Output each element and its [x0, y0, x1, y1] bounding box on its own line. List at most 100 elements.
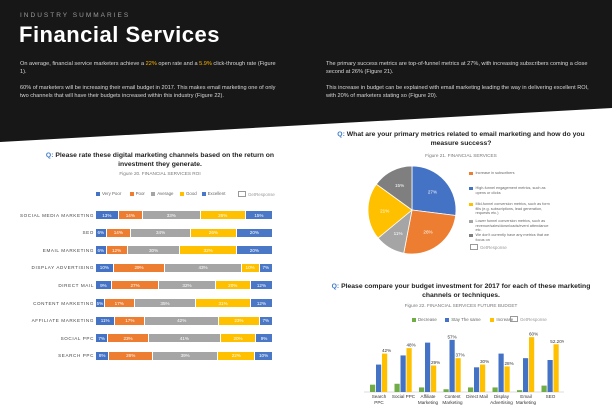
budget-bar: [431, 365, 437, 392]
legend-swatch: [469, 171, 473, 175]
roi-bar-segment: 6%: [96, 246, 107, 255]
roi-bar-segment: 26%: [191, 228, 237, 237]
roi-bar-segment: 10%: [255, 351, 272, 360]
roi-legend-item: Very Poor: [96, 191, 121, 196]
roi-bar-segment: 27%: [111, 281, 160, 290]
budget-x-label: Social PPC: [391, 394, 416, 399]
legend-label: Very Poor: [102, 191, 122, 196]
budget-legend-item: Decrease: [412, 317, 437, 322]
legend-swatch: [180, 191, 184, 196]
roi-bar-segment: 14%: [106, 228, 132, 237]
roi-category-label: SOCIAL MEDIA MARKETING: [19, 212, 94, 218]
roi-category-label: DIRECT MAIL: [58, 282, 94, 288]
metrics-question: Q: What are your primary metrics related…: [337, 131, 585, 147]
budget-data-label: 57%: [447, 334, 456, 339]
roi-bar-segment: 17%: [115, 316, 146, 325]
roi-bar-segment: 6%: [96, 228, 107, 237]
budget-chart: 42% 48% 29% 57% 37% 30% 28% 60% 52.20%: [364, 332, 564, 393]
pie-slice: [367, 183, 413, 239]
getresponse-icon: [510, 316, 518, 322]
legend-label: We don't currently have any metrics that…: [475, 233, 549, 242]
roi-bar-segment: 39%: [152, 351, 219, 360]
getresponse-icon: [470, 244, 478, 250]
legend-label: Lower funnel conversion metrics, such as…: [475, 219, 549, 233]
budget-bar: [504, 366, 510, 392]
pie-legend-item: We don't currently have any metrics that…: [469, 233, 551, 242]
roi-category-label: AFFILIATE MARKETING: [31, 318, 94, 324]
page-title: Financial Services: [19, 22, 220, 47]
roi-bar-segment: 32%: [159, 281, 216, 290]
pie-slice: [411, 165, 457, 216]
roi-figure-caption: Figure 20. FINANCIAL SERVICES ROI: [119, 171, 201, 176]
roi-bar-segment: 9%: [96, 281, 112, 290]
budget-bar: [517, 390, 523, 392]
budget-data-label: 37%: [455, 353, 464, 358]
budget-bar: [425, 342, 431, 392]
roi-legend-item: Average: [151, 191, 173, 196]
roi-bar-segment: 10%: [241, 263, 260, 272]
roi-bar-segment: 29%: [113, 263, 166, 272]
roi-bar-segment: 11%: [96, 316, 116, 325]
legend-swatch: [469, 186, 473, 190]
roi-brand: GetResponse: [238, 191, 275, 197]
legend-label: Good: [186, 191, 197, 196]
legend-swatch: [201, 191, 206, 196]
roi-bar-segment: 31%: [196, 299, 251, 307]
legend-swatch: [445, 317, 450, 322]
budget-x-label: Affiliate Marketing: [417, 394, 439, 405]
budget-bar: [474, 367, 480, 392]
metrics-brand: GetResponse: [470, 244, 507, 250]
budget-bar: [370, 384, 376, 392]
budget-bar: [419, 387, 425, 392]
section-kicker: Industry Summaries: [20, 12, 131, 19]
budget-bar: [406, 348, 412, 392]
pie-legend-item: Lower funnel conversion metrics, such as…: [469, 219, 551, 233]
pie-slice-label: 26%: [423, 230, 432, 235]
budget-bar: [394, 383, 400, 392]
roi-bar-segment: 30%: [127, 246, 181, 255]
roi-bar-segment: 13%: [96, 211, 119, 219]
budget-x-label: Email Marketing: [515, 394, 537, 405]
roi-bar-segment: 20%: [220, 334, 257, 343]
legend-swatch: [490, 317, 495, 322]
roi-legend-item: Excellent: [201, 191, 225, 196]
pie-legend-item: High-funnel engagement metrics, such as …: [469, 186, 551, 195]
legend-swatch: [129, 191, 134, 196]
legend-label: Average: [157, 191, 174, 196]
roi-bar-segment: 32%: [180, 246, 237, 255]
budget-legend-item: Stay The same: [445, 317, 481, 322]
budget-bar: [468, 387, 474, 392]
roi-bar-segment: 33%: [143, 211, 201, 219]
pie-slice-label: 11%: [394, 231, 403, 236]
roi-category-label: DISPLAY ADVERTISING: [31, 265, 94, 271]
pie-slice-label: 21%: [380, 208, 389, 213]
metrics-figure-caption: Figure 21. FINANCIAL SERVICES: [425, 153, 497, 158]
roi-bar-segment: 5%: [96, 299, 105, 307]
budget-bar: [492, 387, 498, 392]
budget-bar: [523, 358, 529, 392]
budget-figure-caption: Figure 22. FINANCIAL SERVICES FUTURE BUD…: [404, 303, 518, 308]
roi-category-label: SEARCH PPC: [58, 353, 94, 359]
budget-bar: [449, 339, 455, 392]
roi-bar-segment: 9%: [256, 334, 272, 343]
legend-swatch: [151, 191, 156, 196]
roi-bar-segment: 17%: [104, 299, 135, 307]
legend-label: Stay The same: [451, 317, 481, 322]
roi-category-label: SEO: [82, 230, 94, 236]
roi-bar-segment: 43%: [165, 263, 242, 272]
intro-paragraph-4: This increase in budget can be explained…: [326, 85, 589, 99]
budget-data-label: 60%: [529, 332, 538, 337]
pie-legend-item: Mid-funnel conversion metrics, such as f…: [469, 202, 551, 216]
intro-paragraph-1: On average, financial service marketers …: [20, 61, 276, 75]
legend-label: Increase: [496, 317, 514, 322]
budget-data-label: 42%: [382, 348, 391, 353]
roi-bar-segment: 12%: [250, 299, 272, 307]
roi-bar-segment: 7%: [259, 263, 272, 272]
intro-paragraph-2: 60% of marketers will be increasing thei…: [20, 85, 276, 99]
roi-bar-segment: 12%: [250, 281, 272, 290]
roi-bar-segment: 23%: [219, 316, 260, 325]
legend-label: Poor: [135, 191, 145, 196]
budget-data-label: 52.20%: [550, 339, 564, 344]
roi-bar-segment: 8%: [96, 351, 110, 360]
